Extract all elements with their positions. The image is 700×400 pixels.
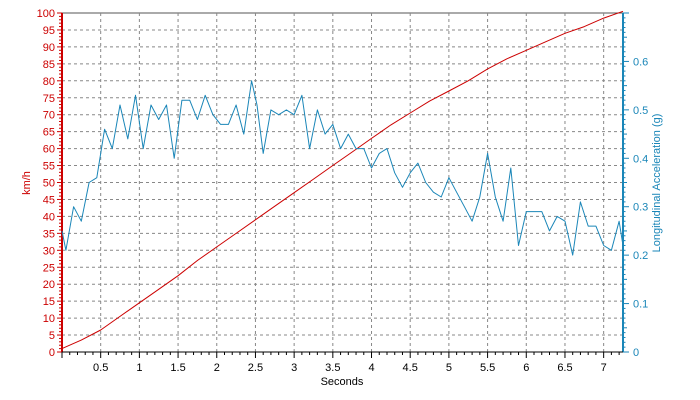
right-axis-tick-label: 0.5 bbox=[633, 105, 648, 117]
x-axis-tick-label: 4 bbox=[368, 362, 374, 374]
x-axis-tick-label: 1.5 bbox=[170, 362, 185, 374]
x-axis-tick-label: 6.5 bbox=[557, 362, 572, 374]
left-axis-tick-label: 90 bbox=[43, 42, 55, 54]
left-axis-tick-label: 30 bbox=[43, 245, 55, 257]
right-axis-tick-label: 0 bbox=[633, 347, 639, 359]
left-axis-tick-label: 35 bbox=[43, 228, 55, 240]
left-axis-tick-label: 100 bbox=[37, 8, 55, 20]
left-y-axis-title: km/h bbox=[21, 171, 33, 195]
left-y-axis: 0 5 10 15 20 25 30 35 40 45 50 55 60 65 70 75 80 85 90 95 10… bbox=[37, 8, 63, 359]
right-y-axis-title: Longitudinal Acceleration (g) bbox=[651, 114, 663, 253]
left-axis-tick-label: 40 bbox=[43, 211, 55, 223]
left-axis-tick-label: 45 bbox=[43, 194, 55, 206]
left-axis-tick-label: 55 bbox=[43, 161, 55, 173]
x-axis-tick-label: 3.5 bbox=[325, 362, 340, 374]
x-axis-tick-label: 2 bbox=[214, 362, 220, 374]
left-axis-tick-label: 85 bbox=[43, 59, 55, 71]
left-axis-tick-label: 10 bbox=[43, 313, 55, 325]
acceleration-series-line bbox=[61, 80, 624, 256]
left-axis-tick-label: 20 bbox=[43, 279, 55, 291]
x-axis-tick-label: 5.5 bbox=[480, 362, 495, 374]
x-axis-tick-label: 6 bbox=[523, 362, 529, 374]
right-axis-tick-label: 0.6 bbox=[633, 56, 648, 68]
grid-lines bbox=[62, 13, 623, 352]
left-axis-tick-label: 50 bbox=[43, 178, 55, 190]
x-axis-tick-label: 5 bbox=[446, 362, 452, 374]
left-axis-tick-label: 15 bbox=[43, 296, 55, 308]
left-axis-tick-label: 60 bbox=[43, 144, 55, 156]
left-axis-tick-label: 5 bbox=[49, 330, 55, 342]
right-axis-tick-label: 0.4 bbox=[633, 153, 648, 165]
left-axis-tick-label: 80 bbox=[43, 76, 55, 88]
x-axis-tick-label: 7 bbox=[601, 362, 607, 374]
left-axis-tick-label: 65 bbox=[43, 127, 55, 139]
x-axis: 0.5 1 1.5 2 2.5 3 3.5 4 4.5 5 5.5 6 6.5 7 bbox=[61, 351, 623, 374]
right-axis-tick-label: 0.3 bbox=[633, 202, 648, 214]
left-axis-tick-label: 75 bbox=[43, 93, 55, 105]
left-axis-tick-label: 25 bbox=[43, 262, 55, 274]
left-axis-tick-label: 95 bbox=[43, 25, 55, 37]
left-axis-tick-label: 70 bbox=[43, 110, 55, 122]
right-axis-tick-label: 0.1 bbox=[633, 299, 648, 311]
x-axis-tick-label: 1 bbox=[136, 362, 142, 374]
x-axis-title: Seconds bbox=[321, 376, 364, 388]
x-axis-tick-label: 4.5 bbox=[403, 362, 418, 374]
series-layer bbox=[61, 10, 624, 350]
x-axis-tick-label: 3 bbox=[291, 362, 297, 374]
x-axis-tick-label: 2.5 bbox=[248, 362, 263, 374]
left-axis-tick-label: 0 bbox=[49, 347, 55, 359]
right-y-axis: 0 0.1 0.2 0.3 0.4 0.5 0.6 bbox=[622, 12, 648, 359]
x-axis-tick-label: 0.5 bbox=[93, 362, 108, 374]
right-axis-tick-label: 0.2 bbox=[633, 250, 648, 262]
speed-series-line bbox=[61, 10, 624, 350]
